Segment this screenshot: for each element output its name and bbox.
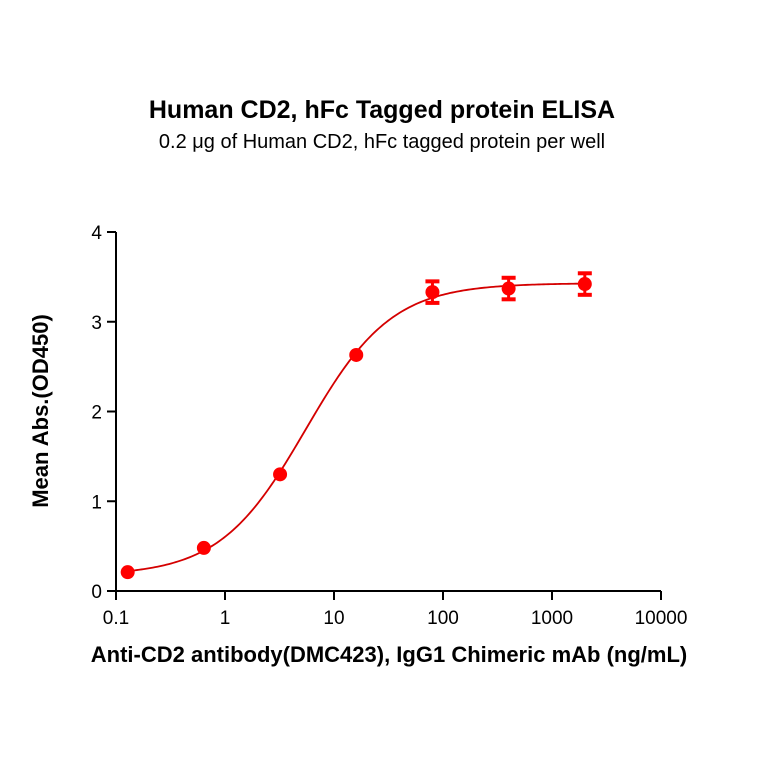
marker [425, 285, 440, 300]
x-tick-label: 1000 [531, 608, 573, 629]
data-point [273, 467, 288, 482]
y-tick-label: 1 [91, 492, 102, 513]
chart-title: Human CD2, hFc Tagged protein ELISA [148, 96, 616, 124]
marker [120, 565, 135, 580]
y-tick-label: 4 [91, 223, 102, 244]
marker [196, 540, 211, 555]
x-tick-label: 100 [427, 608, 459, 629]
marker [577, 277, 592, 292]
fit-curve [127, 282, 585, 573]
marker [273, 467, 288, 482]
data-point [425, 279, 440, 305]
y-tick-label: 2 [91, 403, 102, 424]
data-point [196, 540, 211, 555]
x-tick-label: 0.1 [103, 608, 129, 629]
data-points [120, 271, 592, 580]
x-axis-label: Anti-CD2 antibody(DMC423), IgG1 Chimeric… [90, 642, 688, 667]
data-point [577, 271, 592, 297]
x-tick-label: 1 [220, 608, 231, 629]
x-tick-label: 10000 [635, 608, 688, 629]
y-tick-label: 3 [91, 313, 102, 334]
y-tick-label: 0 [91, 582, 102, 603]
data-point [120, 565, 135, 580]
marker [501, 281, 516, 296]
marker [349, 347, 364, 362]
chart-subtitle: 0.2 μg of Human CD2, hFc tagged protein … [158, 131, 606, 153]
axes: 0 1 2 3 4 0.1 1 10 100 1000 10000 [91, 223, 687, 629]
data-point [349, 347, 364, 362]
x-tick-label: 10 [323, 608, 344, 629]
data-point [501, 275, 516, 302]
